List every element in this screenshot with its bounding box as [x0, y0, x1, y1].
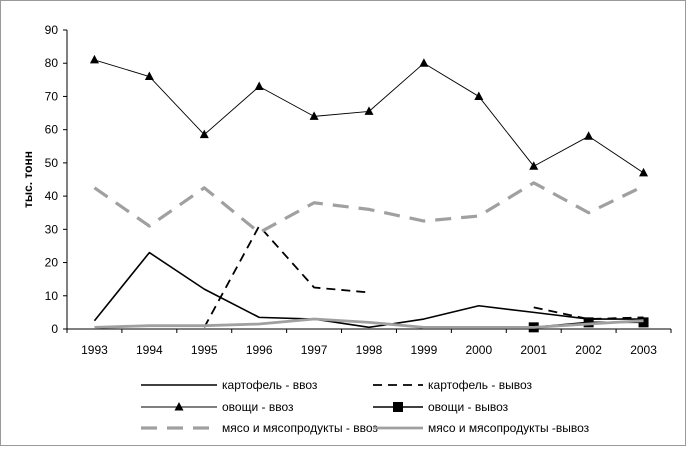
legend-label: картофель - вывоз	[428, 378, 532, 392]
data-point-marker	[364, 106, 374, 115]
series-layer	[89, 54, 649, 333]
legend-entry: картофель - ввоз	[141, 378, 318, 392]
data-point-marker	[199, 129, 209, 139]
legend-entry: картофель - вывоз	[373, 378, 532, 392]
series-0	[93, 251, 644, 329]
tick-labels: 0 10 20 30 40 50 60 70 80 90 1993 1994 1995 1996 1997 1…	[45, 23, 658, 357]
data-point-marker	[144, 71, 154, 81]
data-point-marker	[419, 58, 429, 67]
x-tick-label: 1993	[81, 343, 108, 357]
legend-entry: овощи - вывоз	[373, 400, 509, 414]
x-tick-label: 1999	[411, 343, 438, 357]
data-point-marker	[529, 161, 539, 170]
y-tick-label: 50	[45, 156, 59, 170]
x-tick-label: 1997	[301, 343, 328, 357]
x-tick-label: 1994	[136, 343, 163, 357]
series-1	[203, 225, 644, 328]
data-point-marker	[584, 131, 594, 140]
y-tick-label: 0	[51, 322, 58, 336]
series-4	[93, 181, 645, 235]
data-point-marker	[309, 111, 319, 120]
y-tick-label: 60	[45, 123, 59, 137]
x-tick-label: 1998	[356, 343, 383, 357]
legend-label: овощи - ввоз	[222, 400, 294, 414]
legend: картофель - ввоз картофель - вывоз овощи -…	[141, 378, 590, 435]
legend-entry: мясо и мясопродукты - ввоз	[141, 421, 378, 435]
y-tick-label: 90	[45, 23, 59, 37]
series-line	[93, 181, 645, 235]
x-tick-label: 2001	[520, 343, 547, 357]
legend-label: картофель - ввоз	[222, 378, 318, 392]
y-tick-label: 70	[45, 89, 59, 103]
x-tick-label: 1996	[246, 343, 273, 357]
series-line	[94, 59, 644, 174]
legend-entry: овощи - ввоз	[141, 400, 294, 414]
y-tick-label: 20	[45, 256, 59, 270]
series-line	[203, 225, 370, 328]
legend-label: мясо и мясопродукты - ввоз	[222, 421, 378, 435]
legend-label: овощи - вывоз	[428, 400, 509, 414]
data-point-marker	[639, 167, 649, 177]
data-point-marker	[583, 317, 594, 328]
series-line	[533, 306, 644, 320]
x-tick-label: 2003	[630, 343, 657, 357]
x-tick-label: 2000	[465, 343, 492, 357]
legend-label: мясо и мясопродукты -вывоз	[428, 421, 590, 435]
legend-marker	[174, 402, 184, 411]
x-tick-label: 1995	[191, 343, 218, 357]
legend-entry: мясо и мясопродукты -вывоз	[373, 421, 590, 435]
y-tick-label: 80	[45, 56, 59, 70]
data-point-marker	[474, 91, 484, 100]
series-line	[93, 251, 644, 329]
y-axis-label: тыс. тонн	[21, 151, 35, 208]
y-tick-label: 30	[45, 222, 59, 236]
y-tick-label: 10	[45, 289, 59, 303]
axes	[63, 29, 672, 333]
data-point-marker	[254, 81, 264, 90]
series-5	[94, 317, 644, 329]
series-2	[89, 54, 649, 177]
data-point-marker	[638, 317, 649, 328]
x-tick-label: 2002	[575, 343, 602, 357]
series-line	[94, 317, 644, 329]
data-point-marker	[89, 54, 99, 64]
legend-marker	[393, 402, 403, 412]
y-tick-label: 40	[45, 189, 59, 203]
